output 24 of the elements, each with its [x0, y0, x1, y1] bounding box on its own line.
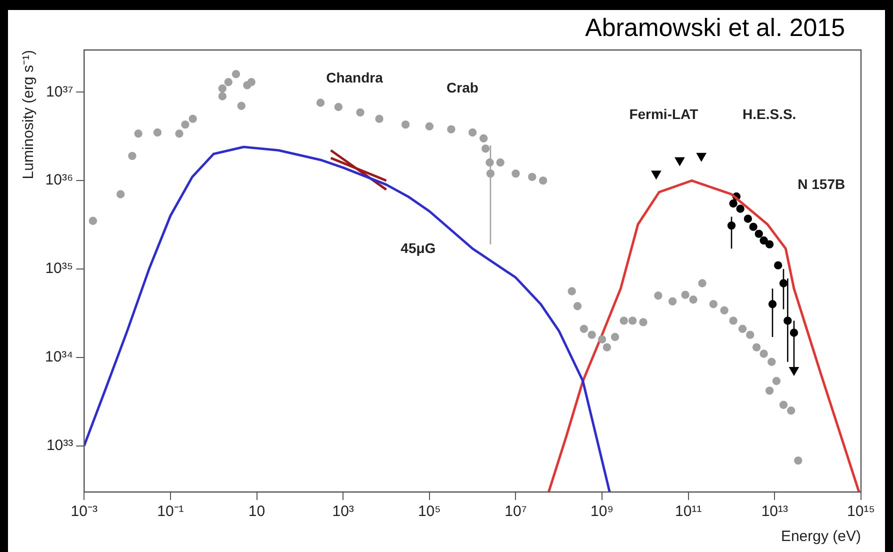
y-axis-title: Luminosity (erg s⁻¹)	[20, 50, 38, 180]
x-tick-label: 10⁻¹	[157, 503, 184, 520]
y-tick-label: 10³⁷	[46, 83, 74, 100]
x-tick-label: 10⁹	[590, 503, 614, 520]
y-tick-label: 10³⁴	[45, 348, 74, 366]
x-axis-title: Energy (eV)	[780, 528, 861, 546]
x-tick-label: 10⁵	[418, 503, 441, 520]
x-tick-label: 10³	[332, 503, 354, 520]
annotation: Fermi-LAT	[629, 106, 699, 122]
x-tick-label: 10⁻³	[70, 503, 98, 520]
annotation: H.E.S.S.	[742, 106, 796, 122]
x-tick-label: 10¹¹	[675, 503, 702, 520]
y-tick-label: 10³⁶	[45, 172, 74, 189]
annotation: Chandra	[326, 70, 384, 86]
x-tick-label: 10¹⁵	[847, 503, 875, 520]
text: Abramowski et al. 2015	[585, 14, 845, 43]
annotation: N 157B	[798, 176, 846, 192]
x-tick-label: 10⁷	[504, 503, 527, 520]
annotation: 45μG	[400, 240, 436, 256]
x-tick-label: 10¹³	[761, 503, 788, 520]
annotation: Crab	[446, 79, 478, 96]
y-tick-label: 10³³	[46, 436, 74, 454]
y-tick-label: 10³⁵	[45, 260, 74, 278]
x-tick-label: 10	[248, 503, 266, 520]
